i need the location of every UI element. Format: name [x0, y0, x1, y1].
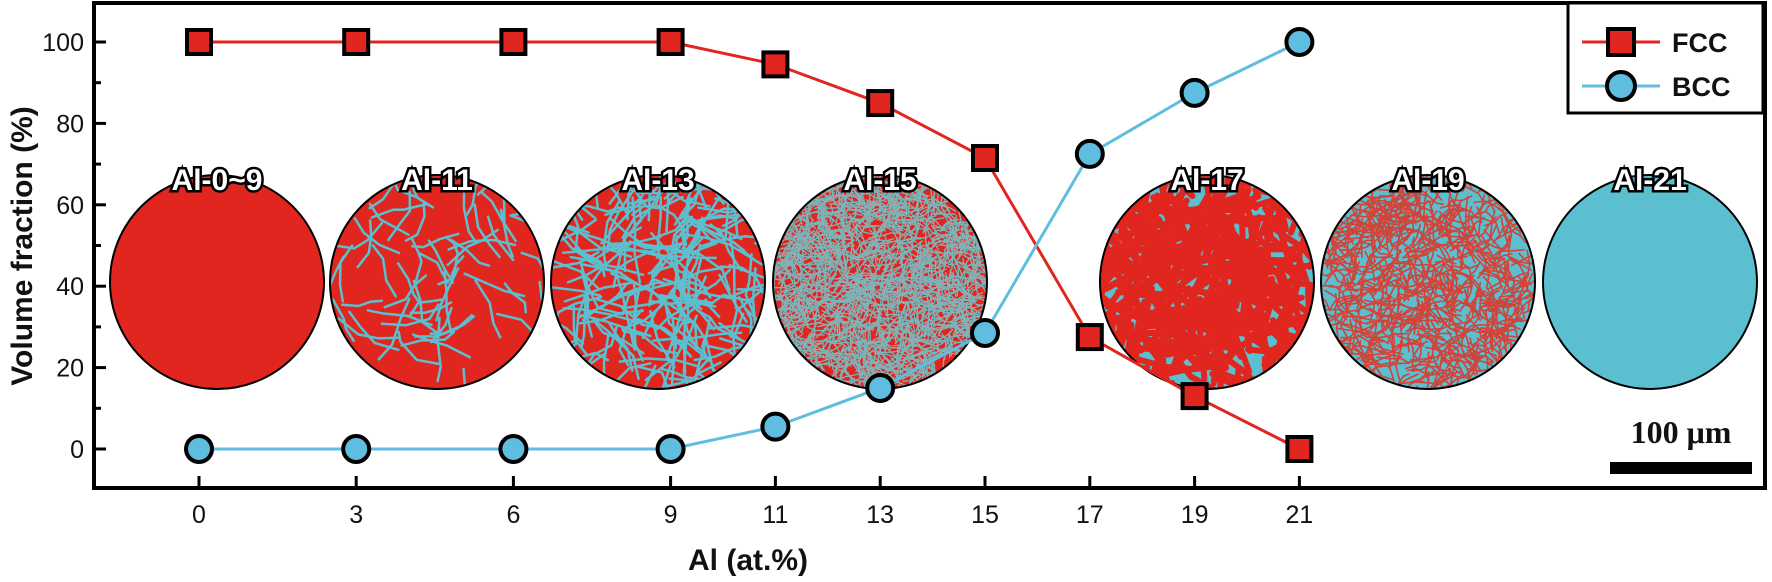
- y-tick-label: 80: [56, 110, 84, 138]
- micrograph-disc: [110, 175, 324, 389]
- legend-bcc-label: BCC: [1672, 72, 1731, 102]
- y-axis-ticks: 0 20 40 60 80 100: [42, 29, 106, 464]
- legend-bcc-marker: [1605, 70, 1637, 102]
- fcc-point-3: [342, 28, 371, 56]
- micrograph-outline: [1542, 174, 1758, 390]
- bcc-point-17: [1074, 138, 1105, 169]
- x-tick-label: 13: [866, 501, 894, 529]
- bcc-point-13: [865, 372, 896, 403]
- bcc-point-21: [1284, 27, 1315, 57]
- micrograph-outline: [109, 174, 325, 390]
- legend-fcc-label: FCC: [1672, 28, 1728, 58]
- micrograph-label: Al-15: [843, 164, 916, 197]
- x-tick-label: 19: [1181, 501, 1209, 529]
- micrograph-label: Al-17: [1170, 164, 1243, 197]
- micrograph-outline: [550, 174, 766, 390]
- y-axis-label: Volume fraction (%): [6, 106, 39, 385]
- bcc-point-0: [184, 434, 214, 464]
- micrograph-al-13: Al-13: [550, 162, 766, 390]
- x-axis-ticks: 0 3 6 9 11 13 15 17 19 21: [192, 476, 1313, 529]
- fcc-point-15: [971, 143, 999, 172]
- legend-box: [1566, 1, 1765, 115]
- bcc-line: [199, 40, 1301, 451]
- bcc-point-6: [498, 434, 529, 464]
- y-tick-label: 40: [56, 273, 84, 301]
- x-tick-label: 21: [1285, 501, 1313, 529]
- y-tick-label: 60: [56, 192, 84, 220]
- y-tick-label: 0: [70, 436, 84, 464]
- x-tick-label: 3: [349, 501, 363, 529]
- bcc-point-3: [341, 434, 372, 464]
- fcc-point-9: [656, 28, 685, 56]
- bcc-point-19: [1179, 77, 1210, 108]
- micrograph-label: Al-11: [401, 164, 473, 197]
- fcc-point-6: [499, 28, 528, 56]
- micrograph-outline: [329, 174, 545, 390]
- fcc-point-17: [1075, 323, 1104, 352]
- micrograph-outline: [1320, 174, 1536, 390]
- bcc-point-11: [760, 411, 791, 442]
- fcc-point-21: [1285, 435, 1314, 463]
- micrograph-label: Al-13: [621, 164, 694, 197]
- micrograph-al-15: Al-15: [772, 162, 988, 390]
- micrograph-al-21: Al-21: [1542, 162, 1758, 390]
- legend: FCC BCC: [1566, 1, 1765, 115]
- x-tick-label: 6: [506, 501, 520, 529]
- y-tick-label: 20: [56, 355, 84, 383]
- micrograph-disc: [330, 175, 544, 389]
- fcc-point-0: [185, 28, 213, 56]
- x-tick-label: 0: [192, 501, 206, 529]
- fcc-line: [199, 40, 1301, 451]
- scale-bar-label: 100 μm: [1631, 414, 1732, 450]
- micrograph-al-19: Al-19: [1320, 162, 1536, 390]
- micrograph-al-11: Al-11: [329, 162, 545, 390]
- micrographs: Al-0~9 Al-11 Al-13 Al-15 Al-17 Al-19 Al-21: [109, 162, 1758, 390]
- legend-fcc-marker: [1606, 27, 1636, 57]
- x-tick-label: 9: [664, 501, 678, 529]
- series-lines: [199, 40, 1301, 451]
- x-axis-label: Al (at.%): [688, 544, 808, 577]
- micrograph-disc: [1543, 175, 1757, 389]
- bcc-point-9: [655, 434, 686, 464]
- x-tick-label: 17: [1076, 501, 1104, 529]
- fcc-point-13: [866, 89, 895, 118]
- micrograph-label: Al-0~9: [172, 164, 263, 197]
- scale-bar: [1610, 462, 1752, 474]
- micrograph-label: Al-21: [1613, 164, 1686, 197]
- fcc-point-11: [761, 50, 790, 79]
- x-tick-label: 11: [762, 501, 788, 529]
- x-tick-label: 15: [971, 501, 999, 529]
- micrograph-label: Al-19: [1391, 164, 1464, 197]
- fcc-point-19: [1180, 382, 1209, 411]
- series-markers: [184, 27, 1315, 464]
- micrograph-al-0-9: Al-0~9: [109, 162, 325, 390]
- y-tick-label: 100: [42, 29, 84, 57]
- bcc-point-15: [970, 318, 1000, 349]
